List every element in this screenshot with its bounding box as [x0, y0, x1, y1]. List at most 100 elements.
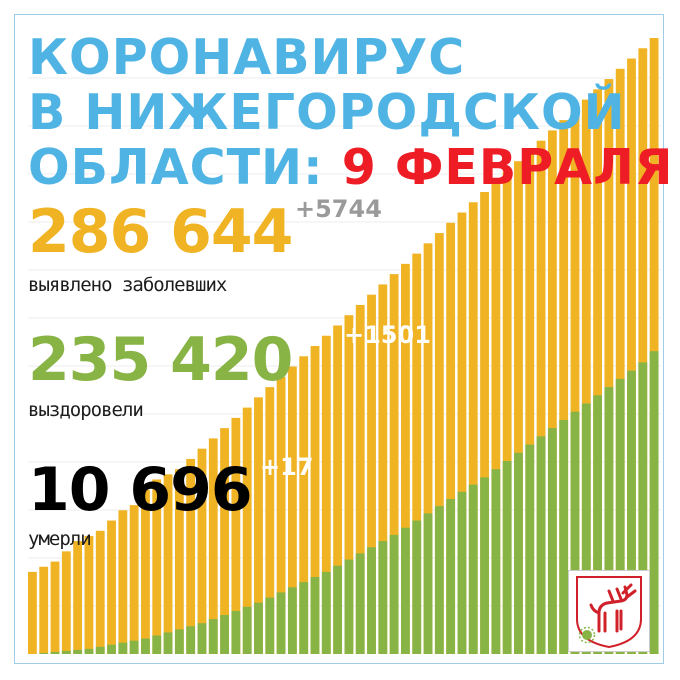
recovered-bar [287, 587, 297, 654]
recovered-bar [536, 436, 546, 654]
recovered-bar [525, 444, 535, 654]
recovered-bar [73, 649, 83, 654]
recovered-bar [231, 610, 241, 654]
recovered-bar [355, 553, 365, 654]
cases-bar [638, 48, 648, 654]
cases-delta: +5744 [295, 195, 382, 223]
cases-bar [649, 38, 659, 654]
recovered-bar [344, 559, 354, 654]
cases-bar [480, 192, 489, 654]
recovered-bar [491, 469, 501, 654]
recovered-bar [480, 477, 489, 654]
recovered-bar [107, 644, 116, 654]
cases-bar [344, 315, 354, 654]
emblem-drawing [576, 576, 642, 649]
cases-bar [615, 68, 625, 655]
recovered-bar [61, 650, 71, 654]
recovered-bar [581, 403, 591, 654]
recovered-bar [638, 362, 648, 654]
headline-line-2: В НИЖЕГОРОДСКОЙ [28, 84, 626, 141]
cases-bar [604, 79, 614, 654]
cases-bar [491, 181, 501, 655]
recovered-bar [299, 582, 309, 654]
recovered-bar [95, 646, 105, 654]
recovered-bar [446, 498, 456, 654]
recovered-bar [547, 428, 557, 654]
cases-bar [378, 284, 388, 654]
recovered-bar [310, 577, 320, 654]
recovered-bar [570, 411, 580, 654]
cases-bar [163, 474, 173, 654]
recovered-label: выздоровели [28, 399, 144, 421]
recovered-bar [141, 638, 150, 654]
cases-bar [242, 407, 252, 654]
cases-bar [197, 448, 207, 654]
cases-bar [423, 243, 433, 654]
deaths-delta: +17 [260, 453, 314, 481]
cases-bar [547, 130, 557, 654]
recovered-bar [265, 597, 275, 654]
cases-bar [389, 274, 399, 654]
cases-bar [525, 150, 535, 654]
recovered-bar [321, 571, 331, 654]
cases-bar [333, 325, 343, 654]
recovered-bar [276, 592, 286, 654]
cases-bar [141, 489, 150, 654]
recovered-bar [593, 395, 602, 654]
headline-line-3: ОБЛАСТИ: 9 ФЕВРАЛЯ [28, 143, 674, 192]
recovered-bar [242, 606, 252, 654]
recovered-bar [627, 370, 636, 654]
recovered-bar [434, 506, 444, 654]
recovered-bar [378, 541, 388, 654]
cases-bar [514, 161, 523, 654]
recovered-bar [514, 452, 523, 654]
cases-bar [84, 535, 94, 654]
cases-bar [355, 304, 365, 654]
cases-bar [276, 376, 286, 654]
cases-bar [231, 417, 241, 654]
cases-bar [468, 202, 478, 654]
recovered-bar [197, 623, 207, 654]
cases-bar [299, 356, 309, 654]
recovered-bar [423, 513, 433, 654]
cases-bar [73, 541, 83, 654]
recovered-bar [84, 648, 94, 654]
recovered-bar [174, 629, 184, 654]
cases-bar [61, 551, 71, 654]
recovered-bar [163, 632, 173, 654]
cases-bar [129, 505, 139, 654]
cases-bar [559, 120, 569, 654]
nizhny-novgorod-deer-emblem-icon [568, 570, 650, 652]
cases-bar [208, 438, 218, 654]
recovered-bar [412, 520, 422, 654]
recovered-bar [39, 652, 49, 654]
recovered-bar [333, 565, 343, 654]
recovered-bar [457, 491, 467, 654]
cases-bar [310, 346, 320, 654]
cases-bar [401, 263, 410, 654]
deaths-label: умерли [28, 528, 92, 550]
recovered-bar [559, 419, 569, 654]
cases-bar [265, 387, 275, 654]
recovered-bar [502, 460, 512, 654]
cases-bar [457, 212, 467, 654]
cases-total: 286 644 [28, 197, 293, 267]
cases-bar [220, 428, 229, 654]
cases-bar [581, 99, 591, 655]
recovered-bar [468, 484, 478, 654]
recovered-bar [50, 651, 60, 654]
recovered-bar [649, 351, 659, 654]
cases-bar [412, 253, 422, 654]
recovered-bar [604, 387, 614, 654]
recovered-bar [118, 642, 128, 654]
cases-bar [502, 171, 512, 654]
recovered-bar [208, 619, 218, 654]
cases-bar [446, 222, 456, 655]
recovered-bar [220, 614, 229, 654]
headline-date: 9 ФЕВРАЛЯ [341, 139, 674, 196]
cases-bar [434, 233, 444, 654]
recovered-delta: +1501 [344, 321, 431, 349]
recovered-bar [152, 635, 162, 654]
recovered-bar [367, 547, 376, 654]
